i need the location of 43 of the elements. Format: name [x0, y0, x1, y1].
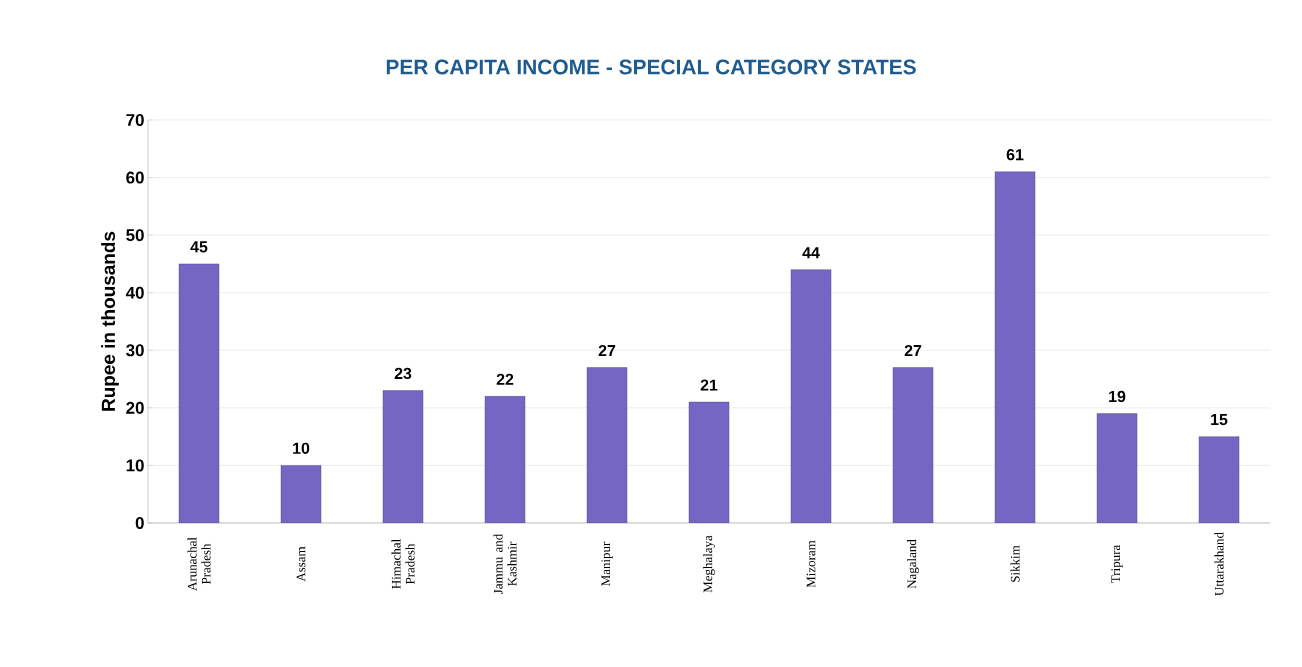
- x-tick-label: Uttarakhand: [1214, 532, 1224, 596]
- data-label: 23: [394, 367, 412, 380]
- data-label: 44: [802, 247, 820, 259]
- x-tick-label: Mizoram: [806, 540, 816, 588]
- y-tick-label: 10: [126, 459, 144, 472]
- bar: [994, 171, 1036, 523]
- data-label: 19: [1109, 390, 1126, 403]
- x-tick-label: Tripura: [1111, 544, 1123, 583]
- y-tick-label: 0: [135, 517, 144, 529]
- bar: [1096, 413, 1138, 523]
- x-tick-label: Meghalaya: [703, 535, 715, 593]
- data-label: 10: [293, 442, 310, 454]
- data-label: 22: [496, 373, 514, 385]
- bar: [586, 367, 628, 523]
- y-tick-label: 20: [126, 401, 144, 414]
- x-tick-label: Manipur: [601, 541, 613, 586]
- bar: [688, 401, 730, 523]
- x-tick-label: Jammu and Kashmir: [493, 533, 517, 594]
- y-tick-label: 40: [125, 286, 144, 299]
- x-tick-label: Himachal Pradesh: [391, 539, 415, 589]
- x-tick-label: Nagaland: [907, 539, 919, 589]
- x-tick-label: Sikkim: [1010, 545, 1020, 582]
- data-label: 45: [190, 241, 208, 253]
- bar: [892, 367, 934, 523]
- chart-title: PER CAPITA INCOME - SPECIAL CATEGORY STATES: [386, 59, 916, 75]
- data-label: 27: [904, 344, 922, 357]
- y-tick-label: 60: [126, 171, 144, 184]
- data-label: 61: [1006, 149, 1024, 161]
- bar: [382, 390, 424, 523]
- data-label: 27: [598, 344, 616, 357]
- bar: [790, 269, 832, 523]
- bar: [1198, 436, 1240, 523]
- y-axis-title: Rupee in thousands: [101, 231, 119, 411]
- x-tick-label: Assam: [296, 546, 306, 582]
- data-label: 21: [700, 379, 718, 391]
- y-tick-label: 50: [126, 229, 144, 242]
- data-label: 15: [1211, 414, 1228, 426]
- bar: [178, 263, 220, 523]
- x-tick-label: Arunachal Pradesh: [187, 537, 211, 591]
- bar: [484, 396, 526, 523]
- y-tick-label: 70: [126, 113, 144, 126]
- y-tick-label: 30: [126, 344, 144, 357]
- bar: [280, 465, 322, 523]
